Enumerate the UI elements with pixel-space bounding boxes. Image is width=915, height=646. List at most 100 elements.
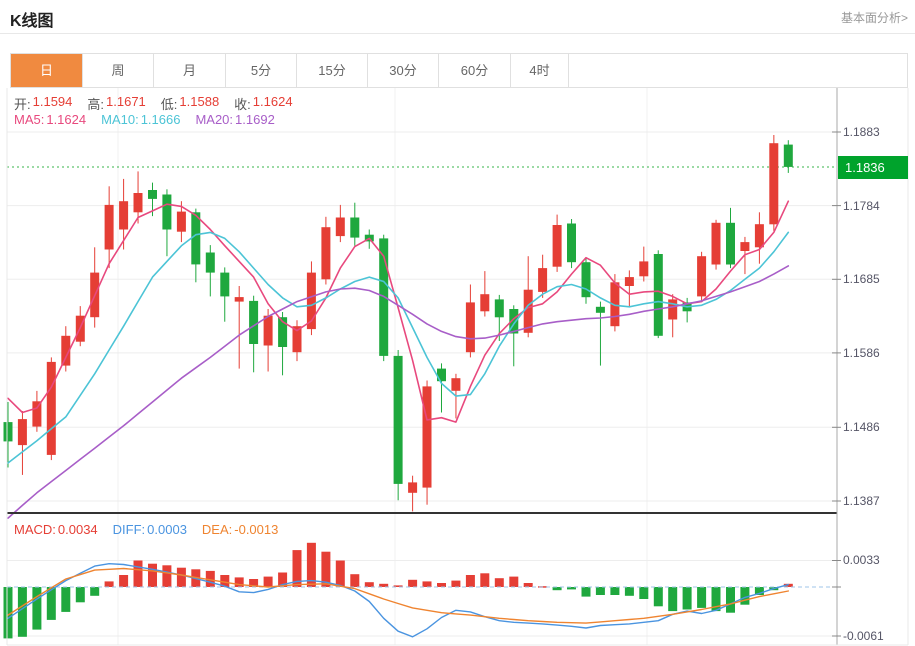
candle-body	[17, 419, 27, 446]
candle-body	[393, 355, 403, 484]
macd-bar	[465, 575, 475, 587]
macd-bar	[653, 587, 663, 607]
macd-axis-label: -0.0061	[843, 629, 884, 643]
candle-body	[754, 224, 764, 248]
price-axis-label: 1.1883	[843, 125, 880, 139]
tab-day[interactable]: 日	[11, 54, 83, 87]
open-readout: 开: 1.1594	[14, 94, 73, 112]
candle-body	[191, 212, 201, 265]
macd-bar	[740, 587, 750, 605]
macd-bar	[119, 575, 129, 587]
candle-body	[249, 300, 259, 344]
macd-bar	[422, 581, 432, 587]
candle-body	[278, 317, 288, 347]
high-readout: 高: 1.1671	[87, 94, 146, 112]
macd-bar	[552, 587, 562, 591]
macd-bar	[278, 572, 288, 587]
macd-bar	[32, 587, 42, 630]
candle-body	[408, 482, 418, 493]
candle-body	[46, 361, 56, 455]
candle-body	[653, 254, 663, 336]
macd-bar	[523, 583, 533, 587]
ma5-readout: MA5: 1.1624	[14, 112, 87, 127]
candles-layer	[3, 135, 793, 512]
macd-bar	[46, 587, 56, 620]
macd-bar	[494, 578, 504, 587]
candle-body	[306, 272, 316, 330]
candle-body	[133, 193, 143, 213]
tab-5min[interactable]: 5分	[226, 54, 297, 87]
candle-body	[119, 201, 129, 230]
current-price-tag: 1.1836	[838, 156, 908, 179]
dea-line	[7, 567, 789, 624]
candle-body	[668, 299, 678, 320]
macd-bar	[306, 542, 316, 587]
candle-body	[595, 306, 605, 313]
macd-bar	[148, 563, 157, 587]
macd-bar	[75, 587, 85, 603]
fundamental-analysis-link[interactable]: 基本面分析>	[840, 11, 908, 25]
macd-bar	[408, 579, 418, 587]
candle-body	[422, 386, 432, 488]
candle-body	[567, 223, 576, 263]
candle-body	[3, 422, 13, 442]
macd-bar	[509, 576, 519, 587]
ma10-readout: MA10: 1.1666	[101, 112, 181, 127]
ohlc-legend: 开: 1.1594 高: 1.1671 低: 1.1588 收: 1.1624	[14, 94, 293, 113]
macd-bar	[364, 582, 374, 587]
candle-body	[783, 144, 793, 167]
candle-body	[509, 309, 519, 334]
price-axis-label: 1.1586	[843, 346, 880, 360]
tab-month[interactable]: 月	[154, 54, 226, 87]
tab-15min[interactable]: 15分	[297, 54, 368, 87]
macd-bar	[624, 587, 634, 596]
candle-body	[205, 252, 215, 273]
macd-bar	[754, 587, 764, 595]
macd-legend: MACD: 0.0034 DIFF: 0.0003 DEA: -0.0013	[14, 522, 278, 537]
macd-bar	[133, 560, 143, 587]
candle-body	[220, 272, 230, 297]
ma10-line	[7, 231, 790, 464]
candle-body	[480, 294, 490, 312]
price-axis-label: 1.1387	[843, 494, 880, 508]
macd-bar	[437, 583, 446, 587]
candle-body	[437, 368, 446, 382]
gridlines-layer	[7, 88, 837, 645]
macd-bar	[783, 583, 793, 587]
tab-4hour[interactable]: 4时	[511, 54, 569, 87]
candle-body	[32, 401, 42, 427]
macd-bar	[17, 587, 27, 637]
macd-bar	[162, 565, 172, 587]
macd-bar	[595, 587, 605, 595]
period-tab-bar: 日 周 月 5分 15分 30分 60分 4时	[10, 53, 908, 88]
candle-body	[581, 262, 591, 298]
macd-readout: MACD: 0.0034	[14, 522, 98, 537]
macd-bar	[90, 587, 100, 596]
macd-bar	[321, 551, 331, 587]
candle-body	[61, 335, 71, 366]
ma20-readout: MA20: 1.1692	[195, 112, 275, 127]
candle-body	[104, 204, 114, 250]
candle-body	[494, 299, 504, 318]
candle-body	[263, 315, 273, 346]
tab-week[interactable]: 周	[83, 54, 154, 87]
candle-body	[523, 289, 533, 333]
macd-bar	[639, 587, 649, 599]
page-header: K线图 基本面分析>	[0, 0, 915, 34]
candle-body	[538, 268, 548, 292]
macd-bar	[104, 581, 114, 587]
candle-body	[711, 222, 721, 265]
candle-body	[639, 261, 649, 277]
macd-bar	[3, 587, 13, 639]
macd-bar	[234, 577, 244, 587]
macd-bar	[220, 575, 230, 587]
candle-body	[552, 225, 562, 267]
candle-body	[335, 217, 345, 237]
macd-bar	[668, 587, 678, 612]
tab-60min[interactable]: 60分	[439, 54, 511, 87]
tab-30min[interactable]: 30分	[368, 54, 439, 87]
candle-body	[321, 227, 331, 280]
candle-body	[610, 282, 620, 327]
